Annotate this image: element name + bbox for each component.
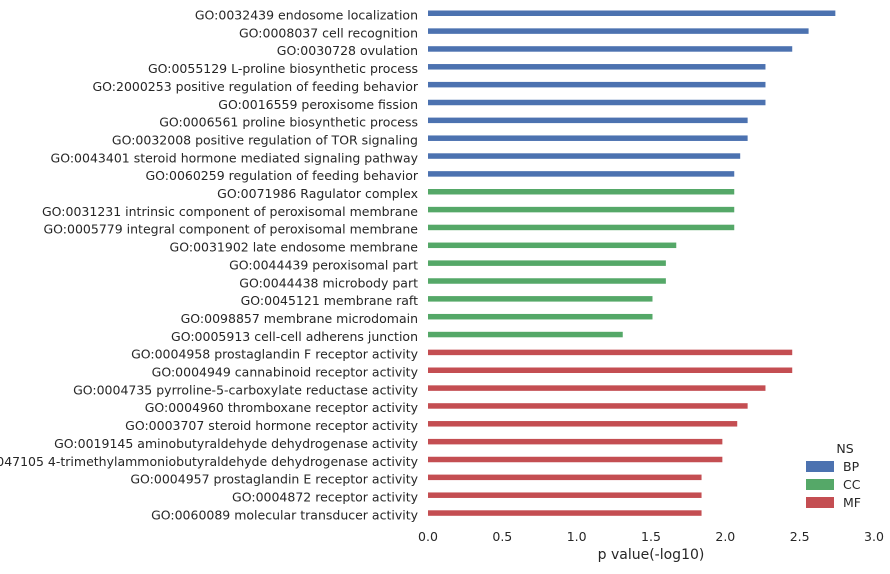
y-tick-label: GO:0031902 late endosome membrane xyxy=(170,240,419,255)
y-tick-label: GO:0032008 positive regulation of TOR si… xyxy=(112,132,418,147)
y-tick-label: GO:0019145 aminobutyraldehyde dehydrogen… xyxy=(54,436,418,451)
y-tick-label: GO:0004735 pyrroline-5-carboxylate reduc… xyxy=(73,382,419,397)
bar-cc xyxy=(428,296,653,302)
bar-mf xyxy=(428,385,766,391)
x-tick-label: 1.5 xyxy=(641,529,661,544)
y-tick-label: GO:0060089 molecular transducer activity xyxy=(151,507,419,522)
bar-bp xyxy=(428,153,741,159)
y-tick-label: GO:0045121 membrane raft xyxy=(241,293,419,308)
bar-mf xyxy=(428,456,723,463)
y-tick-label: GO:2000253 positive regulation of feedin… xyxy=(92,79,418,94)
bar-cc xyxy=(428,224,735,231)
legend-title: NS xyxy=(836,441,853,456)
y-tick-label: GO:0004957 prostaglandin E receptor acti… xyxy=(130,472,418,487)
bar-mf xyxy=(428,474,702,481)
y-tick-label: GO:0004872 receptor activity xyxy=(232,489,419,504)
y-tick-label: GO:0016559 peroxisome fission xyxy=(218,97,418,112)
bar-mf xyxy=(428,421,738,427)
bar-bp xyxy=(428,99,766,106)
y-tick-label: GO:0032439 endosome localization xyxy=(195,8,418,23)
y-tick-labels: GO:0032439 endosome localization GO:00080… xyxy=(0,8,419,523)
x-tick-label: 0.5 xyxy=(492,529,512,544)
y-tick-label: GO:0055129 L-proline biosynthetic proces… xyxy=(148,61,418,76)
x-tick-label: 0.0 xyxy=(418,529,438,544)
legend-label-bp: BP xyxy=(843,459,860,474)
y-tick-label: GO:0031231 intrinsic component of peroxi… xyxy=(42,204,418,219)
y-tick-label: GO:0030728 ovulation xyxy=(277,43,418,58)
y-tick-label: GO:0047105 4-trimethylammoniobutyraldehy… xyxy=(0,454,419,469)
bar-mf xyxy=(428,492,702,498)
bar-bp xyxy=(428,117,748,124)
legend: NS BP CC MF xyxy=(806,441,861,510)
y-tick-label: GO:0004960 thromboxane receptor activity xyxy=(145,400,419,415)
x-tick-label: 1.0 xyxy=(567,529,587,544)
y-tick-label: GO:0071986 Ragulator complex xyxy=(217,186,418,201)
legend-swatch-cc xyxy=(806,479,834,490)
bar-cc xyxy=(428,206,735,213)
y-tick-label: GO:0004949 cannabinoid receptor activity xyxy=(152,365,419,380)
y-tick-label: GO:0043401 steroid hormone mediated sign… xyxy=(51,150,419,165)
bar-bp xyxy=(428,64,766,70)
bar-bp xyxy=(428,135,748,141)
bar-bp xyxy=(428,10,836,16)
bar-bp xyxy=(428,81,766,88)
bar-cc xyxy=(428,278,666,284)
bar-cc xyxy=(428,242,677,249)
y-tick-label: GO:0005779 integral component of peroxis… xyxy=(44,222,419,237)
y-tick-label: GO:0004958 prostaglandin F receptor acti… xyxy=(131,347,419,362)
bars-group xyxy=(428,10,836,516)
bar-mf xyxy=(428,403,748,409)
bar-mf xyxy=(428,367,793,373)
y-tick-label: GO:0044438 microbody part xyxy=(239,275,418,290)
y-tick-label: GO:0006561 proline biosynthetic process xyxy=(159,115,418,130)
bar-cc xyxy=(428,313,653,320)
x-axis-label: p value(-log10) xyxy=(598,547,705,563)
bar-cc xyxy=(428,331,623,338)
bar-bp xyxy=(428,171,735,177)
bar-cc xyxy=(428,260,666,266)
legend-swatch-bp xyxy=(806,461,834,472)
legend-swatch-mf xyxy=(806,497,834,508)
bar-mf xyxy=(428,349,793,356)
bar-mf xyxy=(428,438,723,445)
legend-label-cc: CC xyxy=(843,477,861,492)
x-tick-label: 2.0 xyxy=(715,529,735,544)
bar-cc xyxy=(428,189,735,195)
y-tick-label: GO:0003707 steroid hormone receptor acti… xyxy=(125,418,418,433)
bar-mf xyxy=(428,510,702,516)
y-tick-label: GO:0098857 membrane microdomain xyxy=(181,311,418,326)
legend-label-mf: MF xyxy=(843,495,861,510)
y-tick-label: GO:0008037 cell recognition xyxy=(239,25,418,40)
x-tick-label: 3.0 xyxy=(864,529,884,544)
y-tick-label: GO:0005913 cell-cell adherens junction xyxy=(171,329,418,344)
y-tick-label: GO:0060259 regulation of feeding behavio… xyxy=(145,168,418,183)
bar-bp xyxy=(428,46,793,52)
x-tick-labels: 0.0 0.5 1.0 1.5 2.0 2.5 3.0 xyxy=(418,529,884,544)
bar-bp xyxy=(428,28,809,34)
x-tick-label: 2.5 xyxy=(790,529,810,544)
y-tick-label: GO:0044439 peroxisomal part xyxy=(229,257,418,272)
